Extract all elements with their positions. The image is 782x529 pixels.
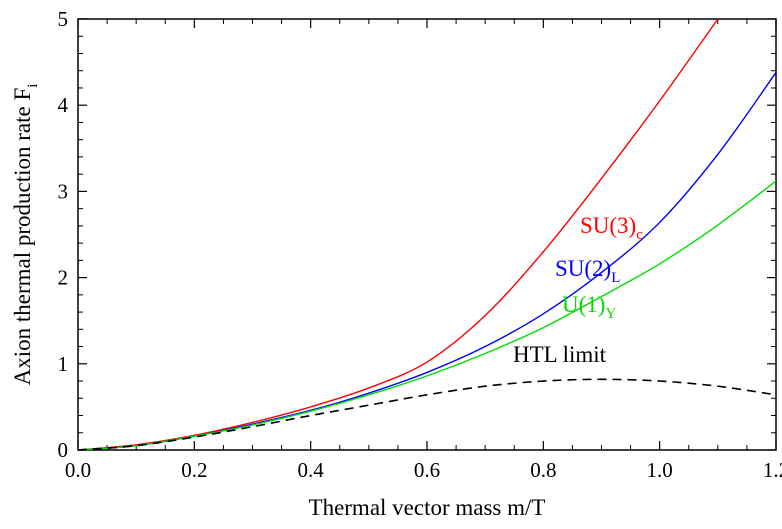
y-tick-label: 3 — [58, 179, 69, 203]
series-annotation-su-2-l: SU(2)L — [555, 256, 620, 286]
y-tick-label: 5 — [58, 7, 69, 31]
x-tick-label: 0.0 — [65, 458, 91, 482]
y-tick-label: 1 — [58, 352, 69, 376]
x-tick-label: 0.4 — [298, 458, 325, 482]
y-axis-label-main: Axion thermal production rate F — [10, 88, 35, 386]
y-tick-label: 0 — [58, 438, 69, 462]
series-line-su-3-c — [77, 18, 719, 451]
series-annotation-sub: Y — [605, 306, 616, 322]
series-annotation-main: SU(2) — [555, 256, 611, 281]
series-annotation-su-3-c: SU(3)c — [580, 213, 643, 243]
x-tick-label: 0.2 — [181, 458, 207, 482]
series-annotation-u-1-y: U(1)Y — [562, 292, 616, 322]
x-tick-label: 0.8 — [530, 458, 556, 482]
y-axis-label-sub: i — [25, 84, 41, 88]
curves-group — [77, 18, 777, 451]
series-line-u-1-y — [77, 180, 777, 451]
ticks-group: 0.0 0.2 0.4 0.6 0.8 1.0 1.2 0 1 2 3 4 5 — [58, 7, 782, 482]
series-annotation-main: U(1) — [562, 292, 605, 317]
series-annotation-main: HTL limit — [513, 342, 607, 367]
series-annotation-htl-limit: HTL limit — [513, 342, 607, 367]
annotations-group: SU(3)c SU(2)L U(1)Y HTL limit — [513, 213, 643, 367]
x-axis-label: Thermal vector mass m/T — [309, 495, 546, 520]
series-annotation-main: SU(3) — [580, 213, 636, 238]
x-tick-label: 1.2 — [763, 458, 782, 482]
y-tick-label: 2 — [58, 266, 69, 290]
series-line-htl-limit — [77, 378, 777, 451]
y-tick-label: 4 — [58, 93, 69, 117]
series-annotation-sub: c — [636, 227, 643, 243]
y-axis-label: Axion thermal production rate Fi — [10, 84, 41, 386]
series-line-su-2-l — [77, 72, 777, 451]
x-tick-label: 0.6 — [414, 458, 440, 482]
series-annotation-sub: L — [611, 270, 620, 286]
x-tick-label: 1.0 — [647, 458, 673, 482]
